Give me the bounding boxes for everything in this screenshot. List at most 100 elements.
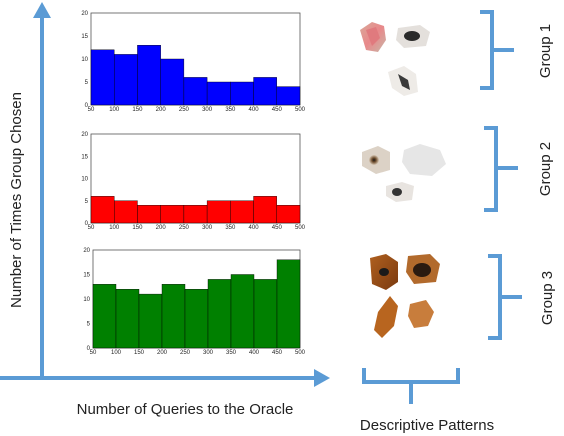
y-tick-label: 20: [81, 132, 88, 138]
group-1-label: Group 1: [537, 24, 554, 78]
histogram-bar: [276, 204, 301, 224]
y-tick-label: 5: [85, 80, 89, 86]
x-tick-label: 500: [295, 225, 306, 231]
x-axis-label: Number of Queries to the Oracle: [77, 401, 294, 418]
group-1-patterns: [360, 22, 430, 96]
x-tick-label: 350: [226, 350, 237, 356]
histogram-bar: [276, 259, 301, 349]
group-3-label: Group 3: [539, 271, 556, 325]
histogram-bar: [230, 274, 255, 349]
y-axis-arrowhead: [33, 2, 51, 18]
x-tick-label: 300: [203, 350, 214, 356]
x-tick-label: 50: [88, 107, 95, 113]
histogram-bar: [206, 200, 231, 224]
histogram-bar: [137, 45, 161, 106]
x-tick-label: 200: [156, 107, 167, 113]
dog-eye-patch: [362, 146, 390, 174]
dog-nose-patch: [406, 254, 440, 284]
y-tick-label: 15: [81, 154, 88, 160]
dog-ear-patch: [360, 22, 386, 52]
y-tick-label: 0: [85, 221, 89, 227]
y-tick-label: 15: [81, 34, 88, 40]
patterns-brace: [362, 368, 460, 404]
histogram-bar: [115, 289, 140, 349]
histogram-bar: [160, 58, 185, 106]
histogram-bar: [160, 204, 185, 224]
dog-ear-patch: [374, 296, 398, 338]
histogram-bar: [230, 200, 254, 224]
x-tick-label: 350: [225, 225, 236, 231]
histogram-bar: [276, 86, 301, 106]
y-axis-label: Number of Times Group Chosen: [8, 92, 25, 308]
x-tick-label: 100: [111, 350, 122, 356]
x-tick-label: 400: [249, 350, 260, 356]
x-tick-label: 100: [109, 107, 120, 113]
y-tick-label: 10: [81, 177, 88, 183]
y-tick-label: 20: [81, 11, 88, 17]
histogram-bar: [230, 81, 254, 106]
histogram-bar: [207, 279, 232, 349]
dog-nose-patch: [386, 182, 414, 202]
x-tick-label: 200: [156, 225, 167, 231]
y-tick-label: 10: [83, 297, 90, 303]
histogram-group-2: 50 100 150 200 250 300 350 400 450 500 0 5 10 15 20: [81, 132, 305, 231]
x-tick-label: 200: [157, 350, 168, 356]
x-tick-label: 100: [109, 225, 120, 231]
group-2-label: Group 2: [537, 142, 554, 196]
x-tick-label: 500: [295, 350, 306, 356]
x-tick-label: 300: [202, 107, 213, 113]
histogram-bar: [114, 54, 138, 106]
x-tick-label: 400: [249, 107, 260, 113]
x-tick-label: 500: [295, 107, 306, 113]
y-tick-label: 0: [87, 346, 91, 352]
descriptive-patterns-label: Descriptive Patterns: [360, 417, 494, 434]
x-tick-label: 450: [272, 225, 283, 231]
y-tick-label: 5: [87, 322, 91, 328]
y-tick-label: 10: [81, 57, 88, 63]
white-fur-patch: [402, 144, 446, 176]
x-tick-label: 450: [272, 107, 283, 113]
histogram-bar: [137, 204, 161, 224]
group-3-brace: [488, 254, 522, 340]
x-tick-label: 150: [134, 350, 145, 356]
x-tick-label: 50: [88, 225, 95, 231]
y-tick-label: 5: [85, 199, 89, 205]
histogram-bar: [253, 279, 278, 349]
x-tick-label: 150: [132, 107, 143, 113]
histogram-group-1: 50 100 150 200 250 300 350 400 450 500 0 5 10 15 20: [81, 11, 305, 113]
dog-mouth-patch: [388, 66, 418, 96]
x-tick-label: 450: [272, 350, 283, 356]
histogram-bar: [92, 284, 117, 349]
histogram-bar: [183, 204, 208, 224]
histogram-bar: [161, 284, 186, 349]
x-tick-label: 300: [202, 225, 213, 231]
x-tick-label: 350: [225, 107, 236, 113]
x-tick-label: 250: [179, 225, 190, 231]
x-tick-label: 50: [90, 350, 97, 356]
histogram-bar: [184, 289, 209, 349]
histogram-bar: [183, 77, 208, 106]
x-tick-label: 400: [249, 225, 260, 231]
y-tick-label: 0: [85, 103, 89, 109]
dog-nose-patch: [396, 25, 430, 48]
y-tick-label: 20: [83, 248, 90, 254]
x-tick-label: 250: [180, 350, 191, 356]
histogram-bar: [90, 196, 115, 224]
x-tick-label: 150: [132, 225, 143, 231]
group-2-patterns: [362, 144, 446, 202]
group-3-patterns: [370, 254, 440, 338]
histogram-bar: [114, 200, 138, 224]
main-axes: [0, 2, 330, 387]
histogram-bar: [138, 293, 163, 349]
histogram-bar: [253, 196, 277, 224]
dog-eye-patch: [370, 254, 398, 290]
histogram-group-3: 50 100 150 200 250 300 350 400 450 500 0 5 10 15 20: [83, 248, 305, 356]
x-axis-arrowhead: [314, 369, 330, 387]
y-tick-label: 15: [83, 273, 90, 279]
x-tick-label: 250: [179, 107, 190, 113]
group-2-brace: [484, 126, 518, 212]
histogram-bar: [253, 77, 277, 106]
dog-fur-patch: [408, 300, 434, 328]
group-1-brace: [480, 10, 514, 90]
